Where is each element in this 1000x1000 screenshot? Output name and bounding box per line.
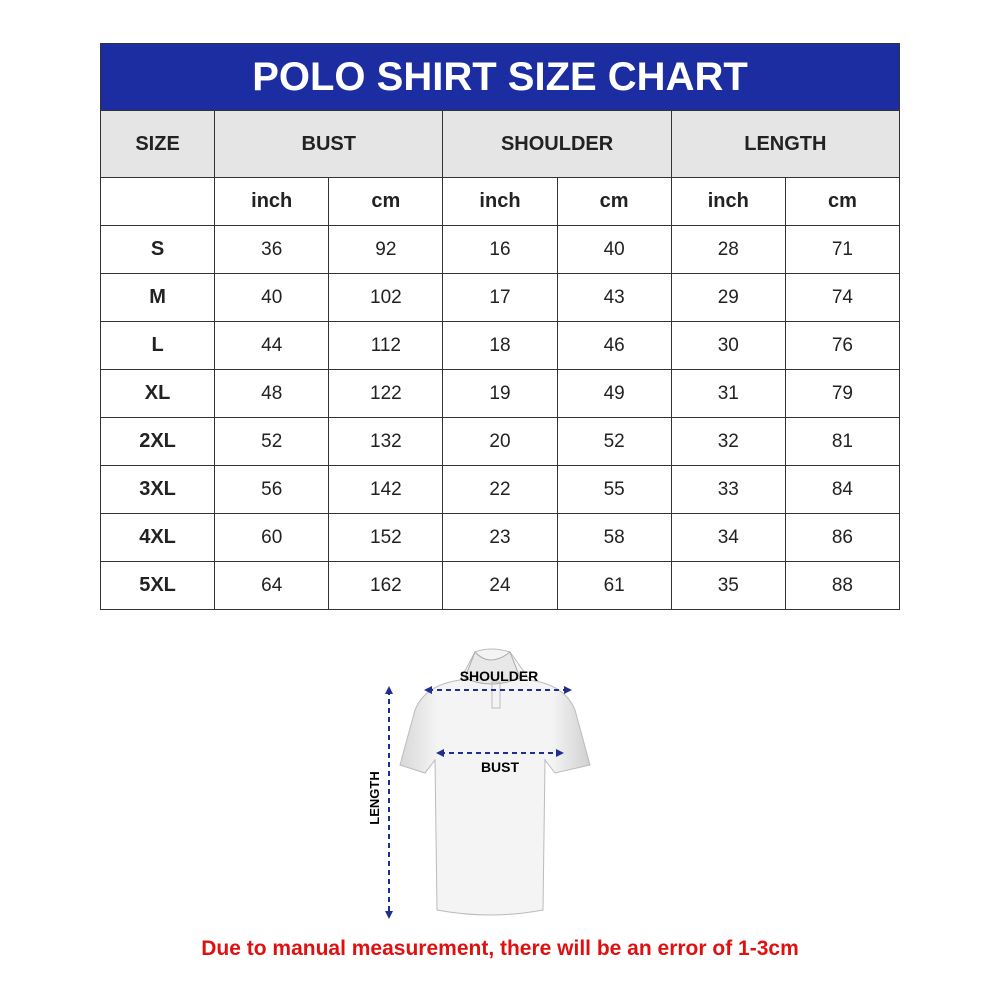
value-cell: 18	[442, 321, 558, 370]
value-cell: 60	[214, 513, 330, 562]
table-row: 4XL 60 152 23 58 34 86	[99, 513, 901, 562]
value-cell: 102	[328, 273, 444, 322]
table-row: 2XL 52 132 20 52 32 81	[99, 417, 901, 466]
value-cell: 22	[442, 465, 558, 514]
value-cell: 35	[670, 561, 786, 610]
value-cell: 74	[784, 273, 901, 322]
value-cell: 23	[442, 513, 558, 562]
value-cell: 33	[670, 465, 786, 514]
polo-shirt-diagram: SHOULDER BUST LENGTH	[367, 648, 591, 919]
measurement-note: Due to manual measurement, there will be…	[201, 937, 799, 960]
value-cell: 84	[784, 465, 901, 514]
value-cell: 122	[328, 369, 444, 418]
value-cell: 46	[556, 321, 672, 370]
bust-label: BUST	[481, 759, 520, 775]
size-cell: S	[99, 225, 216, 274]
size-cell: 2XL	[99, 417, 216, 466]
unit-header: inch	[214, 177, 330, 226]
unit-header: cm	[328, 177, 444, 226]
value-cell: 71	[784, 225, 901, 274]
value-cell: 30	[670, 321, 786, 370]
table-row: 5XL 64 162 24 61 35 88	[99, 561, 901, 610]
value-cell: 19	[442, 369, 558, 418]
header-length: LENGTH	[670, 110, 901, 178]
value-cell: 61	[556, 561, 672, 610]
value-cell: 32	[670, 417, 786, 466]
value-cell: 40	[214, 273, 330, 322]
value-cell: 24	[442, 561, 558, 610]
header-shoulder: SHOULDER	[442, 110, 672, 178]
unit-blank	[99, 177, 216, 226]
value-cell: 34	[670, 513, 786, 562]
value-cell: 43	[556, 273, 672, 322]
table-row: XL 48 122 19 49 31 79	[99, 369, 901, 418]
size-table: SIZE BUST SHOULDER LENGTH inch cm inch cm in…	[99, 110, 901, 610]
value-cell: 81	[784, 417, 901, 466]
value-cell: 52	[214, 417, 330, 466]
size-cell: M	[99, 273, 216, 322]
value-cell: 132	[328, 417, 444, 466]
value-cell: 52	[556, 417, 672, 466]
value-cell: 36	[214, 225, 330, 274]
size-cell: XL	[99, 369, 216, 418]
value-cell: 56	[214, 465, 330, 514]
value-cell: 79	[784, 369, 901, 418]
value-cell: 152	[328, 513, 444, 562]
size-cell: 5XL	[99, 561, 216, 610]
unit-header: inch	[670, 177, 786, 226]
value-cell: 88	[784, 561, 901, 610]
value-cell: 20	[442, 417, 558, 466]
value-cell: 76	[784, 321, 901, 370]
table-row: S 36 92 16 40 28 71	[99, 225, 901, 274]
value-cell: 31	[670, 369, 786, 418]
table-row: M 40 102 17 43 29 74	[99, 273, 901, 322]
value-cell: 162	[328, 561, 444, 610]
length-label: LENGTH	[367, 771, 382, 824]
unit-header: inch	[442, 177, 558, 226]
unit-header: cm	[784, 177, 901, 226]
value-cell: 58	[556, 513, 672, 562]
unit-header: cm	[556, 177, 672, 226]
value-cell: 48	[214, 369, 330, 418]
table-row: 3XL 56 142 22 55 33 84	[99, 465, 901, 514]
value-cell: 86	[784, 513, 901, 562]
value-cell: 55	[556, 465, 672, 514]
shoulder-label: SHOULDER	[460, 668, 539, 684]
value-cell: 92	[328, 225, 444, 274]
value-cell: 40	[556, 225, 672, 274]
value-cell: 16	[442, 225, 558, 274]
header-size: SIZE	[99, 110, 216, 178]
value-cell: 44	[214, 321, 330, 370]
value-cell: 64	[214, 561, 330, 610]
value-cell: 28	[670, 225, 786, 274]
size-cell: 4XL	[99, 513, 216, 562]
size-cell: L	[99, 321, 216, 370]
value-cell: 112	[328, 321, 444, 370]
chart-title: POLO SHIRT SIZE CHART	[100, 43, 900, 111]
size-cell: 3XL	[99, 465, 216, 514]
value-cell: 17	[442, 273, 558, 322]
table-row: L 44 112 18 46 30 76	[99, 321, 901, 370]
value-cell: 49	[556, 369, 672, 418]
header-bust: BUST	[214, 110, 444, 178]
value-cell: 29	[670, 273, 786, 322]
collar	[464, 651, 521, 685]
shirt-body	[399, 648, 591, 916]
value-cell: 142	[328, 465, 444, 514]
